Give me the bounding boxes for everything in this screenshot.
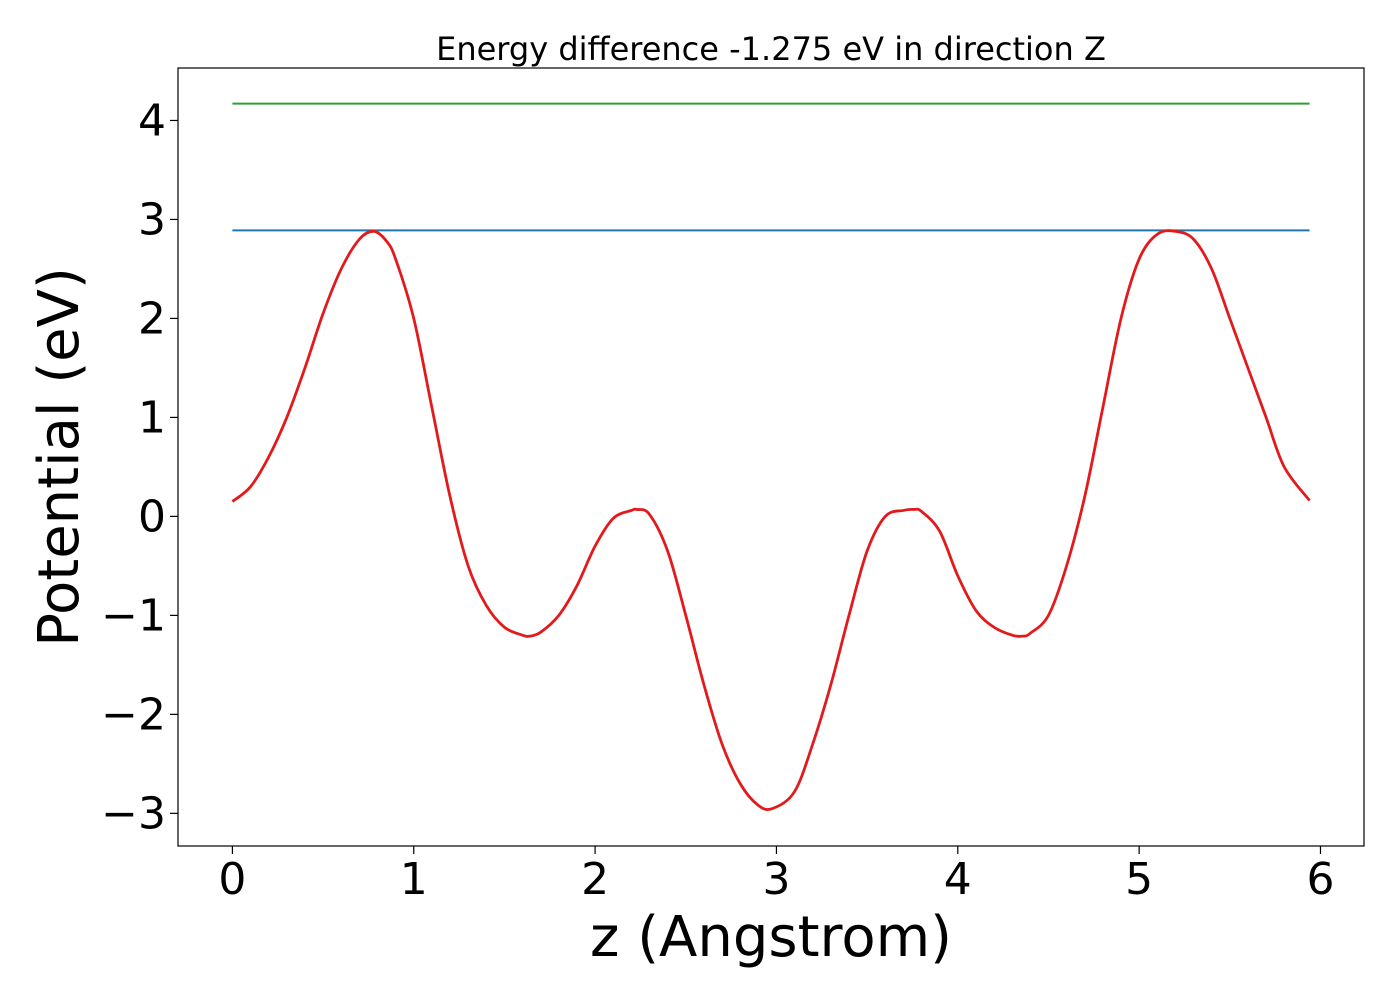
- plot-lines: [231, 102, 1311, 811]
- y-tick-label: 1: [138, 392, 166, 443]
- x-tick-label: 6: [1306, 854, 1334, 905]
- x-axis-label: z (Angstrom): [590, 905, 952, 970]
- x-axis: 0 1 2 3 4 5 6: [218, 846, 1334, 905]
- y-axis: −3 −2 −1 0 1 2 3 4: [101, 95, 178, 839]
- y-tick-label: −2: [101, 689, 166, 740]
- plot-frame: [177, 67, 1365, 847]
- x-tick-label: 0: [218, 854, 246, 905]
- x-tick-label: 2: [581, 854, 609, 905]
- y-tick-label: 0: [138, 491, 166, 542]
- y-tick-label: 4: [138, 95, 166, 146]
- y-tick-label: 2: [138, 293, 166, 344]
- chart-title: Energy difference -1.275 eV in direction…: [436, 30, 1106, 68]
- y-tick-label: −1: [101, 590, 166, 641]
- y-tick-label: 3: [138, 194, 166, 245]
- x-tick-label: 4: [944, 854, 972, 905]
- y-axis-label: Potential (eV): [27, 267, 92, 647]
- y-tick-label: −3: [101, 788, 166, 839]
- x-tick-label: 5: [1125, 854, 1153, 905]
- series-line-potential: [231, 229, 1311, 811]
- x-tick-label: 1: [400, 854, 428, 905]
- x-tick-label: 3: [762, 854, 790, 905]
